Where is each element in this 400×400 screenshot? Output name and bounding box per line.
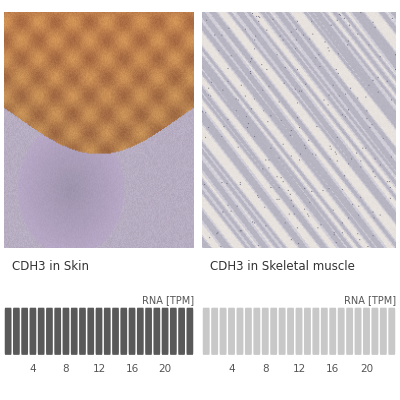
FancyBboxPatch shape bbox=[253, 308, 260, 355]
Text: 8: 8 bbox=[262, 364, 268, 374]
FancyBboxPatch shape bbox=[21, 308, 28, 355]
FancyBboxPatch shape bbox=[87, 308, 94, 355]
Text: 12: 12 bbox=[292, 364, 306, 374]
FancyBboxPatch shape bbox=[321, 308, 328, 355]
Text: 20: 20 bbox=[158, 364, 172, 374]
FancyBboxPatch shape bbox=[46, 308, 53, 355]
FancyBboxPatch shape bbox=[363, 308, 370, 355]
FancyBboxPatch shape bbox=[96, 308, 102, 355]
FancyBboxPatch shape bbox=[312, 308, 319, 355]
Text: CDH3 in Skin: CDH3 in Skin bbox=[12, 260, 89, 273]
FancyBboxPatch shape bbox=[129, 308, 136, 355]
Text: 20: 20 bbox=[360, 364, 373, 374]
FancyBboxPatch shape bbox=[54, 308, 61, 355]
FancyBboxPatch shape bbox=[228, 308, 235, 355]
FancyBboxPatch shape bbox=[338, 308, 345, 355]
FancyBboxPatch shape bbox=[287, 308, 294, 355]
Text: 16: 16 bbox=[126, 364, 139, 374]
Text: 4: 4 bbox=[30, 364, 36, 374]
FancyBboxPatch shape bbox=[62, 308, 69, 355]
FancyBboxPatch shape bbox=[203, 308, 210, 355]
Text: 4: 4 bbox=[228, 364, 235, 374]
FancyBboxPatch shape bbox=[112, 308, 119, 355]
FancyBboxPatch shape bbox=[262, 308, 269, 355]
FancyBboxPatch shape bbox=[211, 308, 218, 355]
FancyBboxPatch shape bbox=[137, 308, 144, 355]
FancyBboxPatch shape bbox=[104, 308, 111, 355]
FancyBboxPatch shape bbox=[372, 308, 378, 355]
FancyBboxPatch shape bbox=[5, 308, 12, 355]
Text: RNA [TPM]: RNA [TPM] bbox=[142, 295, 194, 305]
FancyBboxPatch shape bbox=[245, 308, 252, 355]
FancyBboxPatch shape bbox=[170, 308, 177, 355]
FancyBboxPatch shape bbox=[154, 308, 160, 355]
FancyBboxPatch shape bbox=[388, 308, 395, 355]
FancyBboxPatch shape bbox=[38, 308, 44, 355]
FancyBboxPatch shape bbox=[380, 308, 387, 355]
FancyBboxPatch shape bbox=[13, 308, 20, 355]
FancyBboxPatch shape bbox=[71, 308, 78, 355]
FancyBboxPatch shape bbox=[30, 308, 36, 355]
FancyBboxPatch shape bbox=[186, 308, 193, 355]
FancyBboxPatch shape bbox=[162, 308, 168, 355]
FancyBboxPatch shape bbox=[329, 308, 336, 355]
FancyBboxPatch shape bbox=[236, 308, 244, 355]
Text: 16: 16 bbox=[326, 364, 339, 374]
Text: 8: 8 bbox=[63, 364, 69, 374]
FancyBboxPatch shape bbox=[220, 308, 226, 355]
FancyBboxPatch shape bbox=[145, 308, 152, 355]
FancyBboxPatch shape bbox=[279, 308, 286, 355]
FancyBboxPatch shape bbox=[79, 308, 86, 355]
FancyBboxPatch shape bbox=[304, 308, 311, 355]
Text: 12: 12 bbox=[92, 364, 106, 374]
Text: CDH3 in Skeletal muscle: CDH3 in Skeletal muscle bbox=[210, 260, 355, 273]
FancyBboxPatch shape bbox=[354, 308, 362, 355]
FancyBboxPatch shape bbox=[270, 308, 277, 355]
FancyBboxPatch shape bbox=[178, 308, 185, 355]
FancyBboxPatch shape bbox=[296, 308, 302, 355]
FancyBboxPatch shape bbox=[346, 308, 353, 355]
Text: RNA [TPM]: RNA [TPM] bbox=[344, 295, 396, 305]
FancyBboxPatch shape bbox=[120, 308, 127, 355]
